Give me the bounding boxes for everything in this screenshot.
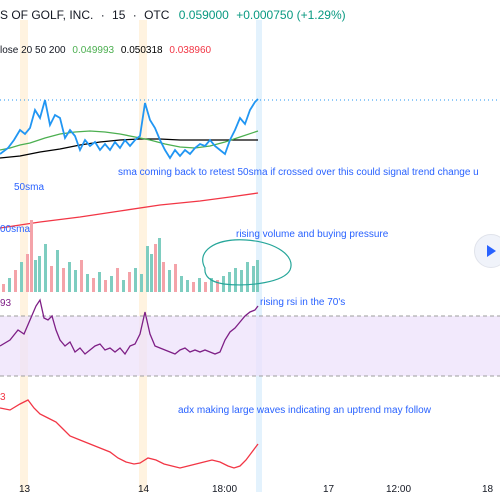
adx-value: 3 (0, 392, 6, 403)
sma50-annotation[interactable]: 50sma (14, 182, 45, 193)
sma50-value: 0.050318 (120, 45, 163, 56)
price-change: +0.000750 (+1.29%) (236, 8, 346, 22)
time-tick: 13 (19, 484, 31, 495)
session-highlight-2 (139, 20, 147, 492)
time-tick: 17 (323, 484, 335, 495)
price-line (0, 98, 259, 160)
sma200-value: 0.038960 (169, 45, 212, 56)
rsi-band (0, 316, 500, 376)
rsi-annotation[interactable]: rising rsi in the 70's (260, 297, 346, 308)
exchange: OTC (144, 8, 170, 22)
indicator-legend[interactable]: lose 20 50 200 0.049993 0.050318 0.03896… (0, 45, 211, 56)
time-tick: 18:00 (212, 484, 238, 495)
indicator-name: lose 20 50 200 (0, 45, 66, 56)
adx-annotation[interactable]: adx making large waves indicating an upt… (178, 405, 431, 416)
play-icon (487, 245, 496, 257)
session-highlight-1 (20, 20, 28, 492)
sma50-line (0, 138, 258, 159)
sma20-value: 0.049993 (72, 45, 115, 56)
volume-bars (2, 220, 259, 292)
header-separator: · (100, 8, 105, 22)
rsi-line (0, 298, 259, 356)
volume-annotation[interactable]: rising volume and buying pressure (236, 229, 389, 240)
time-tick: 18 (482, 484, 494, 495)
rsi-value: 93 (0, 298, 12, 309)
symbol-header[interactable]: S OF GOLF, INC. · 15 · OTC 0.059000 +0.0… (0, 8, 346, 22)
interval[interactable]: 15 (112, 8, 126, 22)
adx-line (0, 399, 259, 469)
last-price: 0.059000 (178, 8, 229, 22)
sma200-line (0, 192, 259, 229)
volume-sma-label: 00sma (0, 224, 31, 235)
time-tick: 14 (138, 484, 150, 495)
sma20-line (0, 130, 259, 151)
sma-annotation[interactable]: sma coming back to retest 50sma if cross… (118, 167, 479, 178)
symbol-name[interactable]: S OF GOLF, INC. (0, 8, 94, 22)
play-button[interactable] (474, 234, 500, 268)
header-separator-2: · (132, 8, 137, 22)
volume-circle-drawing (202, 239, 292, 286)
time-tick: 12:00 (386, 484, 412, 495)
current-bar-highlight (256, 20, 262, 492)
